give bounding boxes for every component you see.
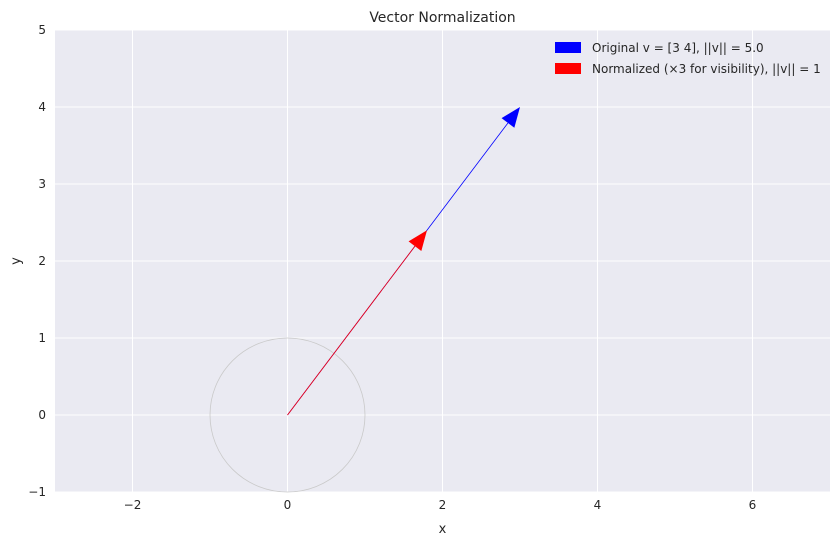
- unit-circle-layer: [209, 337, 366, 493]
- x-tick-label: 6: [749, 498, 757, 512]
- y-tick-label: −1: [28, 485, 46, 499]
- series-layer: [287, 107, 520, 416]
- y-tick-label: 4: [38, 100, 46, 114]
- y-tick-label: 0: [38, 408, 46, 422]
- y-axis-label: y: [9, 257, 24, 265]
- legend-swatch-original: [555, 42, 581, 53]
- legend-label-original: Original v = [3 4], ||v|| = 5.0: [592, 41, 764, 55]
- legend-label-normalized: Normalized (×3 for visibility), ||v|| = …: [592, 62, 821, 76]
- y-tick-label: 3: [38, 177, 46, 191]
- y-tick-label: 5: [38, 23, 46, 37]
- x-tick-label: 2: [439, 498, 447, 512]
- tick-labels: −2 0 2 4 6 −1 0 1 2 3 4 5: [28, 23, 756, 512]
- x-tick-label: 0: [284, 498, 292, 512]
- vector-shaft-normalized: [287, 245, 416, 416]
- x-tick-label: 4: [594, 498, 602, 512]
- legend: Original v = [3 4], ||v|| = 5.0 Normaliz…: [555, 41, 821, 76]
- chart-title: Vector Normalization: [369, 10, 515, 26]
- vector-head-original: [501, 107, 520, 128]
- x-axis-label: x: [439, 522, 447, 537]
- vector-head-normalized: [408, 230, 427, 251]
- unit-circle: [209, 337, 366, 493]
- legend-swatch-normalized: [555, 63, 581, 74]
- grid: [55, 29, 830, 493]
- y-tick-label: 2: [38, 254, 46, 268]
- y-tick-label: 1: [38, 331, 46, 345]
- x-tick-label: −2: [124, 498, 142, 512]
